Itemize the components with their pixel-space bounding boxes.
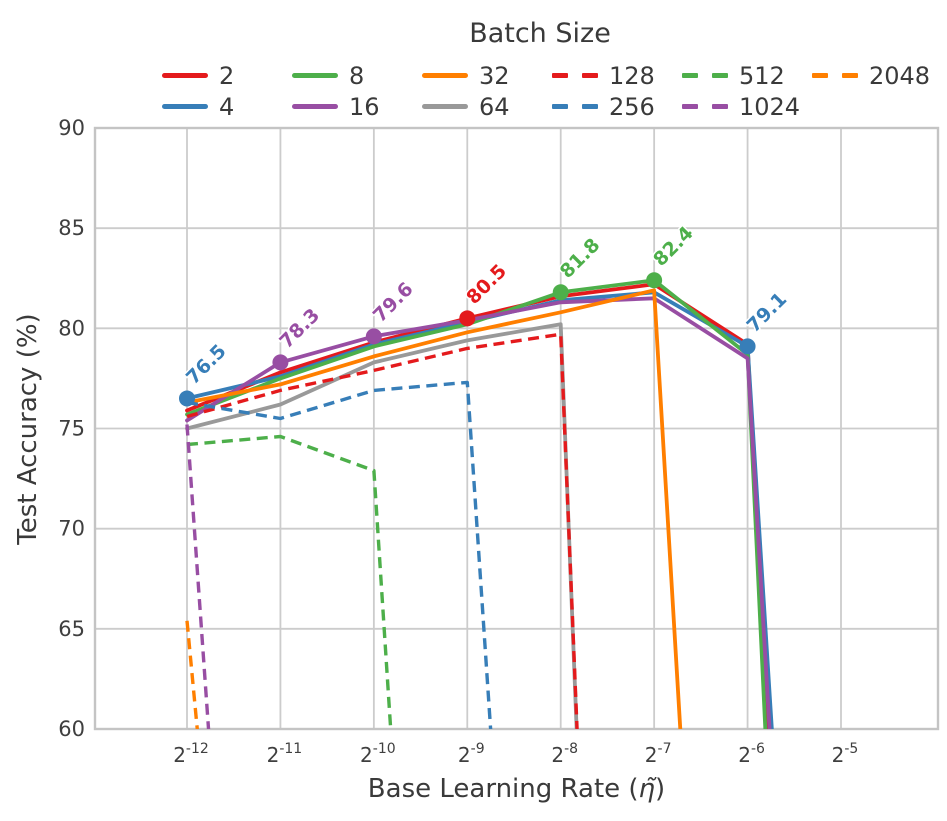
x-axis-label-text: Base Learning Rate (	[367, 774, 639, 804]
y-tick-labels: 90 85 80 75 70 65 60	[58, 116, 85, 741]
annotation-label: 79.1	[743, 288, 792, 337]
series-line-64	[185, 322, 579, 729]
legend-item-label: 4	[219, 92, 235, 121]
solid-line-swatch	[292, 104, 338, 109]
eta-symbol: η̃	[638, 774, 656, 804]
best-point-markers	[179, 272, 756, 407]
x-axis-label-close: )	[655, 774, 666, 804]
grid	[95, 127, 938, 730]
series-line-16	[185, 296, 772, 729]
y-tick-label: 60	[58, 717, 85, 741]
legend-item-label: 64	[479, 92, 510, 121]
data-point-marker	[272, 354, 289, 371]
series-line-512	[186, 434, 393, 729]
legend-item-128: 128	[552, 60, 682, 91]
series-line-32	[185, 288, 683, 729]
solid-line-swatch	[292, 73, 338, 78]
legend: 2 4 8 16 32 64 128 256 512 1024 2048	[162, 60, 932, 122]
y-tick-label: 75	[58, 417, 85, 441]
annotation-label: 80.5	[462, 260, 511, 309]
data-point-marker	[646, 272, 663, 289]
y-tick-label: 80	[58, 316, 85, 340]
legend-item-16: 16	[292, 91, 422, 122]
x-axis-label: Base Learning Rate (η̃)	[95, 774, 938, 804]
legend-item-256: 256	[552, 91, 682, 122]
legend-item-2048: 2048	[812, 60, 932, 91]
series-line-1024	[185, 424, 211, 729]
annotation-label: 82.4	[649, 222, 698, 271]
legend-item-32: 32	[422, 60, 552, 91]
data-point-marker	[552, 284, 569, 301]
y-tick-label: 90	[58, 116, 85, 140]
dashed-line-swatch	[682, 73, 728, 78]
solid-line-swatch	[422, 73, 468, 78]
legend-item-label: 256	[609, 92, 655, 121]
legend-item-label: 8	[349, 61, 365, 90]
plot-border	[93, 126, 940, 731]
x-tick-label: 2-7	[645, 741, 672, 767]
legend-item-label: 16	[349, 92, 380, 121]
x-tick-label: 2-5	[832, 741, 859, 767]
dashed-line-swatch	[552, 104, 598, 109]
legend-item-64: 64	[422, 91, 552, 122]
data-point-marker	[179, 390, 195, 407]
legend-item-8: 8	[292, 60, 422, 91]
dashed-line-swatch	[812, 73, 858, 78]
series-line-128	[186, 332, 579, 729]
legend-item-label: 128	[609, 61, 655, 90]
x-tick-label: 2-9	[458, 741, 485, 767]
legend-title: Batch Size	[469, 18, 611, 49]
annotation-label: 81.8	[556, 234, 605, 283]
legend-item-label: 512	[739, 61, 785, 90]
series-lines	[185, 278, 774, 729]
series-line-2048	[185, 620, 199, 729]
solid-line-swatch	[422, 104, 468, 109]
x-tick-label: 2-10	[360, 741, 396, 767]
annotation-label: 79.6	[369, 278, 418, 327]
x-tick-labels: 2-12 2-11 2-10 2-9 2-8 2-7 2-6 2-5	[173, 741, 858, 767]
legend-item-label: 1024	[739, 92, 801, 121]
x-tick-label: 2-6	[738, 741, 765, 767]
series-line-256	[186, 380, 493, 729]
legend-item-1024: 1024	[682, 91, 812, 122]
legend-item-label: 2	[219, 61, 235, 90]
y-tick-label: 85	[58, 216, 85, 240]
solid-line-swatch	[162, 73, 208, 78]
annotation-label: 76.5	[182, 340, 231, 389]
dashed-line-swatch	[682, 104, 728, 109]
data-point-marker	[365, 328, 382, 345]
x-tick-label: 2-8	[551, 741, 578, 767]
x-tick-label: 2-11	[267, 741, 303, 767]
solid-line-swatch	[162, 104, 208, 109]
series-line-8	[185, 278, 768, 729]
legend-item-label: 2048	[869, 61, 931, 90]
data-point-marker	[459, 310, 476, 327]
y-tick-label: 65	[58, 617, 85, 641]
dashed-line-swatch	[552, 73, 598, 78]
y-tick-label: 70	[58, 517, 85, 541]
x-tick-label: 2-12	[173, 741, 209, 767]
legend-item-512: 512	[682, 60, 812, 91]
legend-item-label: 32	[479, 61, 510, 90]
legend-item-4: 4	[162, 91, 292, 122]
legend-item-2: 2	[162, 60, 292, 91]
data-point-marker	[739, 338, 756, 355]
